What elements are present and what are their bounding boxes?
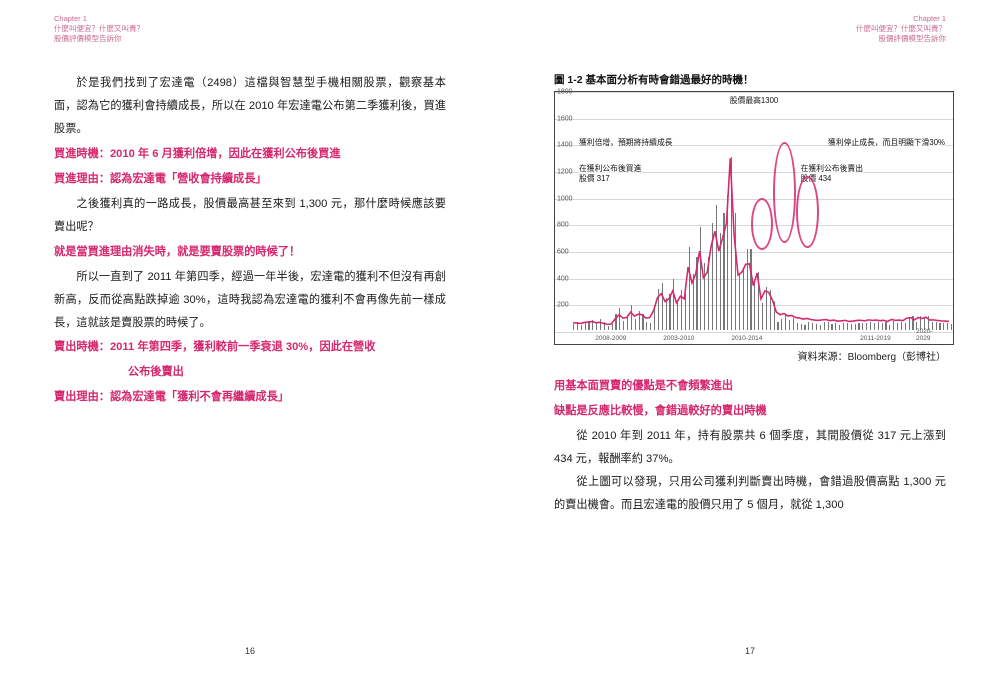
emph-sell-timing-1: 賣出時機：2011 年第四季，獲利較前一季衰退 30%，因此在營收 xyxy=(54,336,446,359)
book-spread: Chapter 1 什麼叫便宜？什麼又叫貴？ 股價評價模型告訴你 於是我們找到了… xyxy=(0,0,1000,676)
emph-buy-timing: 買進時機：2010 年 6 月獲利倍增，因此在獲利公布後買進 xyxy=(54,143,446,166)
chapter-label: Chapter 1 xyxy=(54,14,144,24)
para: 所以一直到了 2011 年第四季，經過一年半後，宏達電的獲利不但沒有再創新高，反… xyxy=(54,266,446,335)
figure-title: 圖 1-2 基本面分析有時會錯過最好的時機！ xyxy=(554,72,946,87)
para: 從 2010 年到 2011 年，持有股票共 6 個季度，其間股價從 317 元… xyxy=(554,425,946,471)
emph-advantage: 用基本面買賣的優點是不會頻繁進出 xyxy=(554,375,946,398)
chapter-sub1: 什麼叫便宜？什麼又叫貴？ xyxy=(54,24,144,34)
para: 於是我們找到了宏達電（2498）這檔與智慧型手機相關股票，觀察基本面，認為它的獲… xyxy=(54,72,446,141)
ann-left-growth: 獲利倍增，預期將持續成長 xyxy=(579,138,673,148)
left-body: 於是我們找到了宏達電（2498）這檔與智慧型手機相關股票，觀察基本面，認為它的獲… xyxy=(54,72,446,409)
running-head-left: Chapter 1 什麼叫便宜？什麼又叫貴？ 股價評價模型告訴你 xyxy=(54,14,144,43)
para: 之後獲利真的一路成長，股價最高甚至來到 1,300 元，那什麼時候應該要賣出呢？ xyxy=(54,193,446,239)
right-body: 用基本面買賣的優點是不會頻繁進出 缺點是反應比較慢，會錯過較好的賣出時機 從 2… xyxy=(554,375,946,517)
page-number-left: 16 xyxy=(245,646,255,656)
emph-sell-rule: 就是當買進理由消失時，就是要賣股票的時候了！ xyxy=(54,241,446,264)
page-left: Chapter 1 什麼叫便宜？什麼又叫貴？ 股價評價模型告訴你 於是我們找到了… xyxy=(0,0,500,676)
chapter-sub2: 股價評價模型告訴你 xyxy=(54,34,144,44)
stock-chart: 20040060080010001200140016001800 股價最高130… xyxy=(554,91,954,345)
para: 從上圖可以發現，只用公司獲利判斷賣出時機，會錯過股價高點 1,300 元的賣出機… xyxy=(554,471,946,517)
figure-block: 圖 1-2 基本面分析有時會錯過最好的時機！ 20040060080010001… xyxy=(554,72,946,517)
emph-disadvantage: 缺點是反應比較慢，會錯過較好的賣出時機 xyxy=(554,400,946,423)
emph-buy-reason: 買進理由：認為宏達電「營收會持續成長」 xyxy=(54,168,446,191)
emph-sell-reason: 賣出理由：認為宏達電「獲利不會再繼續成長」 xyxy=(54,386,446,409)
page-number-right: 17 xyxy=(745,646,755,656)
ann-peak: 股價最高1300 xyxy=(730,96,779,106)
ann-right-decline: 獲利停止成長，而且明顯下滑30% xyxy=(828,138,945,148)
chapter-sub1: 什麼叫便宜？什麼又叫貴？ xyxy=(856,24,946,34)
chart-source: 資料來源：Bloomberg（彭博社） xyxy=(554,348,946,363)
chapter-label: Chapter 1 xyxy=(856,14,946,24)
emph-sell-timing-2: 公布後賣出 xyxy=(128,361,446,384)
page-right: Chapter 1 什麼叫便宜？什麼又叫貴？ 股價評價模型告訴你 圖 1-2 基… xyxy=(500,0,1000,676)
running-head-right: Chapter 1 什麼叫便宜？什麼又叫貴？ 股價評價模型告訴你 xyxy=(856,14,946,43)
ann-left-buy: 在獲利公布後買進 股價 317 xyxy=(579,164,641,183)
chapter-sub2: 股價評價模型告訴你 xyxy=(856,34,946,44)
